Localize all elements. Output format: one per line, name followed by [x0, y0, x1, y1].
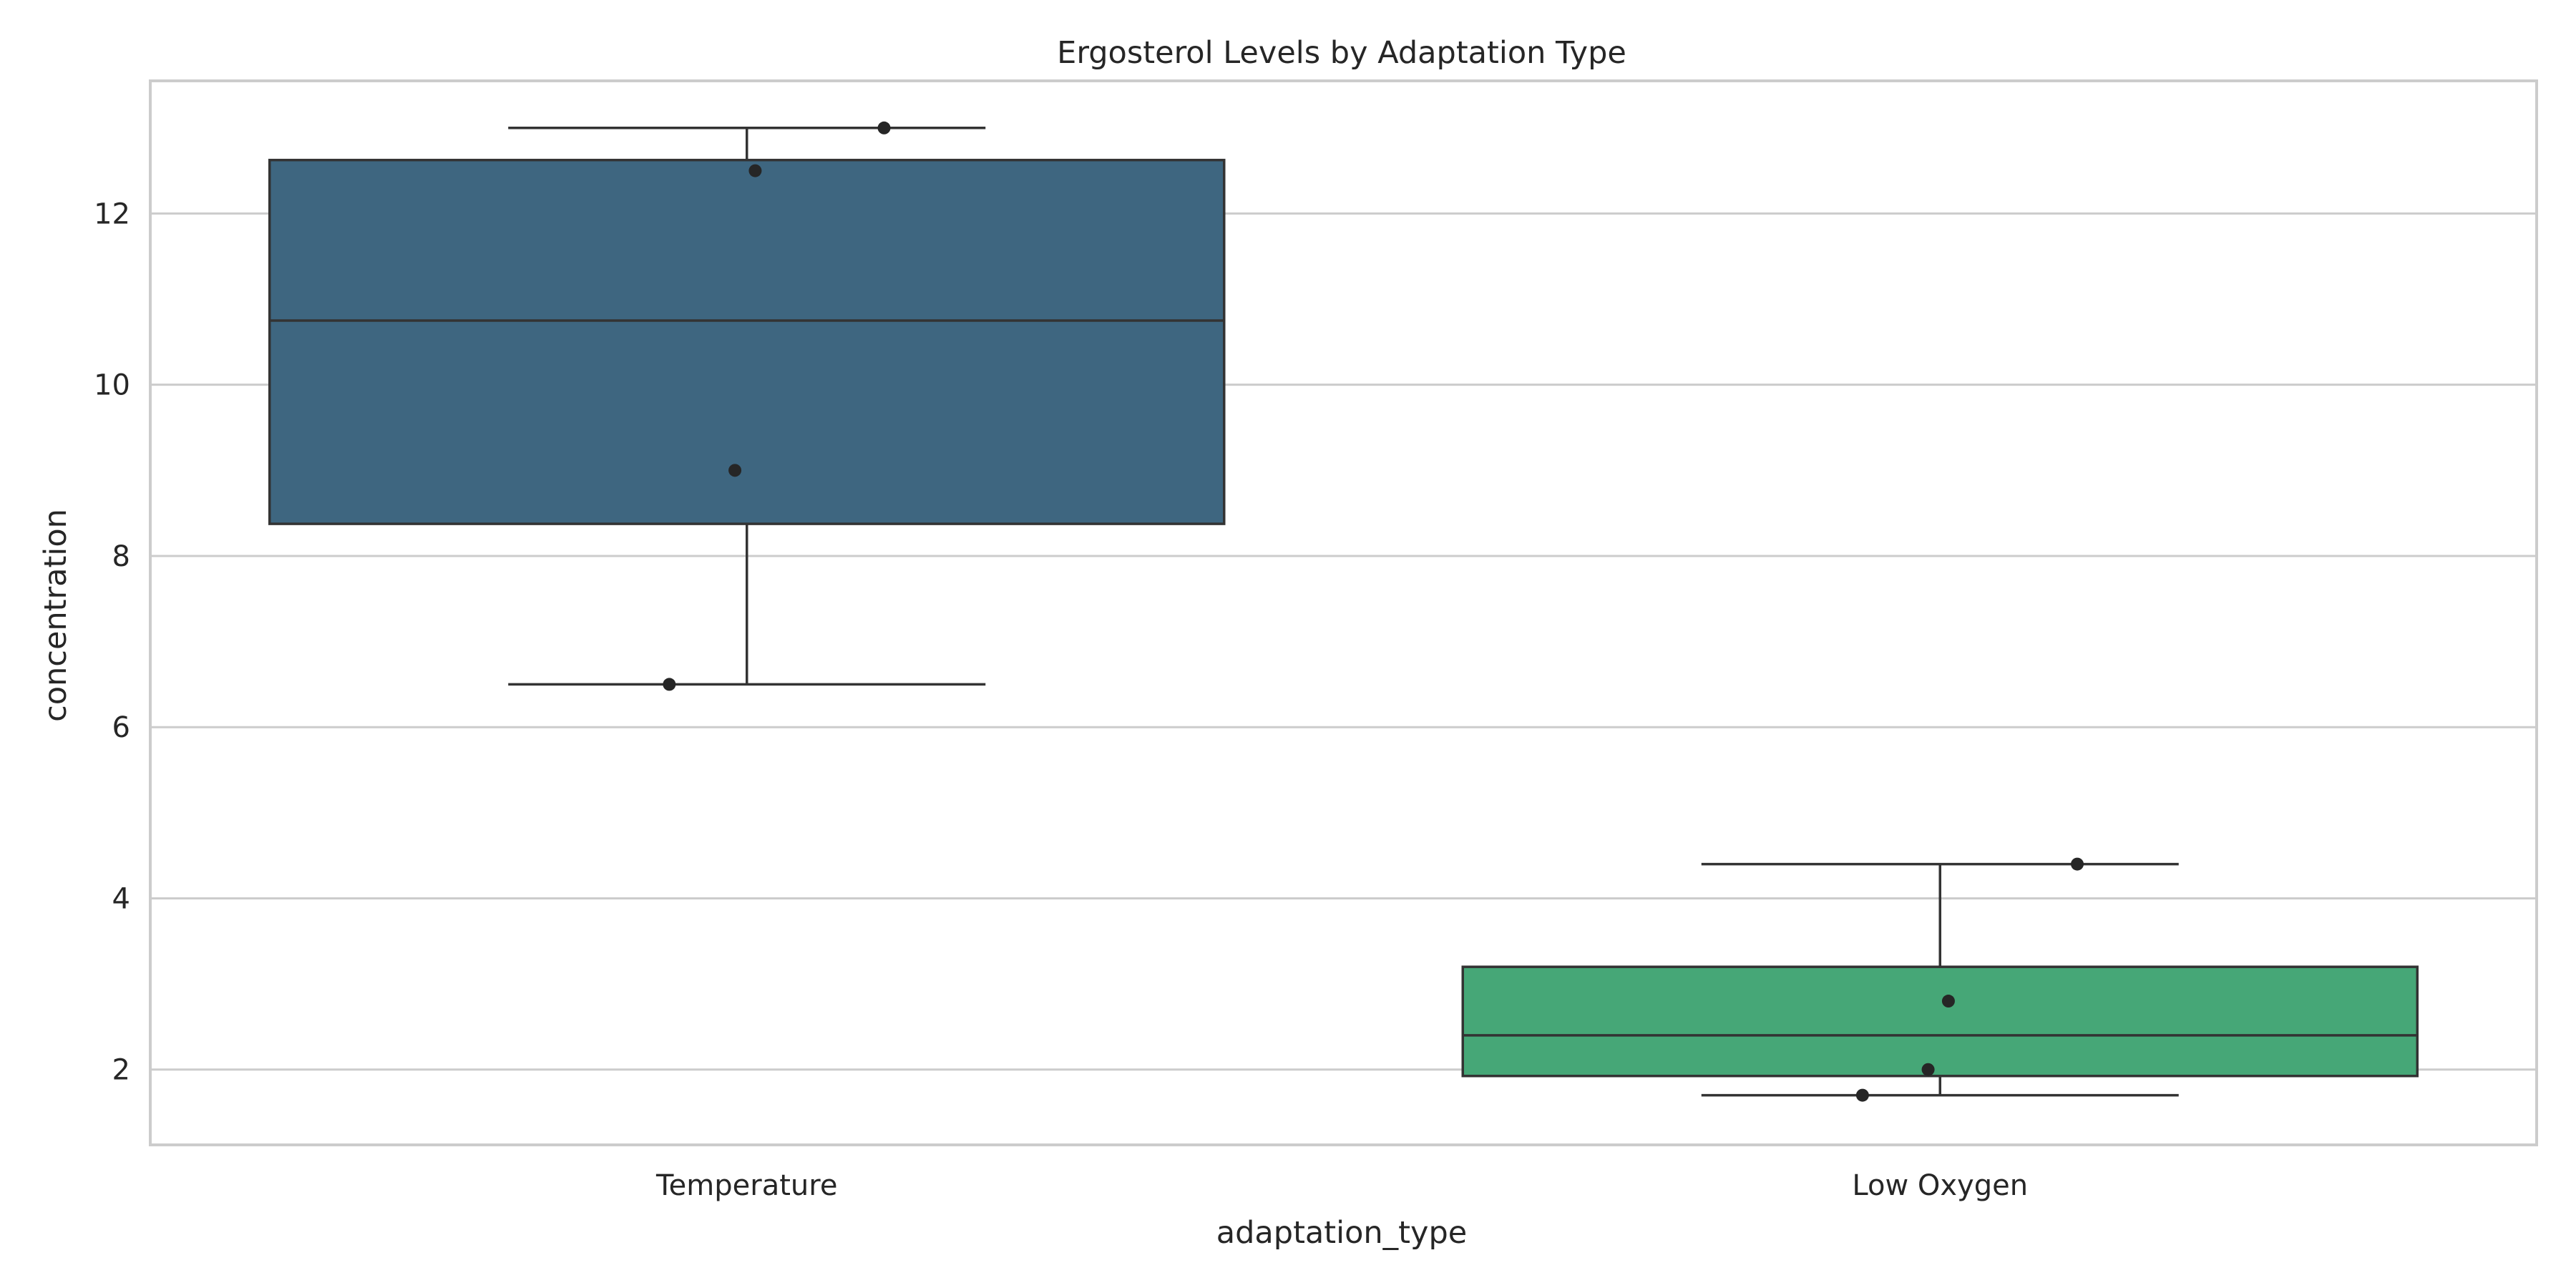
data-point — [728, 464, 742, 477]
y-tick-labels: 2 4 6 8 10 12 — [94, 197, 130, 1086]
data-point — [1855, 1088, 1869, 1102]
x-tick-labels: Temperature Low Oxygen — [655, 1169, 2028, 1202]
box-iqr — [1461, 965, 2419, 1078]
y-tick-label: 10 — [94, 369, 130, 402]
y-tick-label: 2 — [112, 1054, 130, 1087]
y-tick-label: 12 — [94, 197, 130, 230]
data-point — [1941, 995, 1955, 1008]
plot-frame — [149, 79, 2538, 1146]
data-point — [2071, 857, 2084, 871]
data-points — [663, 121, 2084, 1102]
y-tick-label: 6 — [112, 711, 130, 744]
x-tick-label: Low Oxygen — [1852, 1169, 2028, 1202]
data-point — [877, 121, 891, 135]
y-tick-label: 4 — [112, 882, 130, 915]
data-point — [1921, 1063, 1935, 1076]
x-axis-label: adaptation_type — [1216, 1215, 1467, 1251]
box-group — [1461, 862, 2419, 1097]
x-tick-label: Temperature — [655, 1169, 837, 1202]
boxes — [268, 127, 2419, 1097]
data-point — [663, 678, 676, 691]
box-group — [268, 127, 1226, 686]
y-tick-label: 8 — [112, 540, 130, 573]
data-point — [748, 164, 762, 177]
chart-title: Ergosterol Levels by Adaptation Type — [1057, 35, 1626, 71]
grid-lines — [150, 212, 2537, 1071]
box-iqr — [268, 158, 1226, 525]
y-axis-label: concentration — [38, 509, 74, 722]
